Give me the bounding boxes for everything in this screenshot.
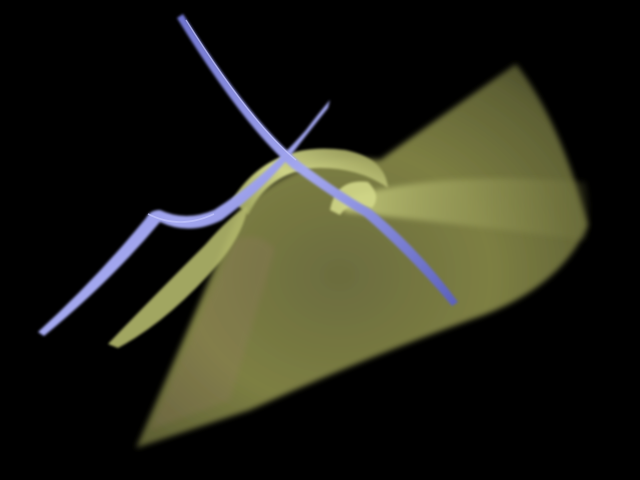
- surface-fan-highlight: [340, 178, 589, 240]
- surface-tail: [108, 206, 248, 348]
- blue-ribbon-long: [177, 14, 458, 306]
- surface-fold-upper: [232, 148, 388, 215]
- blue-ribbon-highlight: [185, 19, 297, 161]
- surface-sheet: [136, 64, 588, 448]
- blue-ribbon-highlight-2: [147, 213, 215, 223]
- surface-tint: [150, 236, 275, 430]
- blue-ribbon-crossing: [38, 100, 330, 336]
- surface-fold-lip: [330, 181, 377, 215]
